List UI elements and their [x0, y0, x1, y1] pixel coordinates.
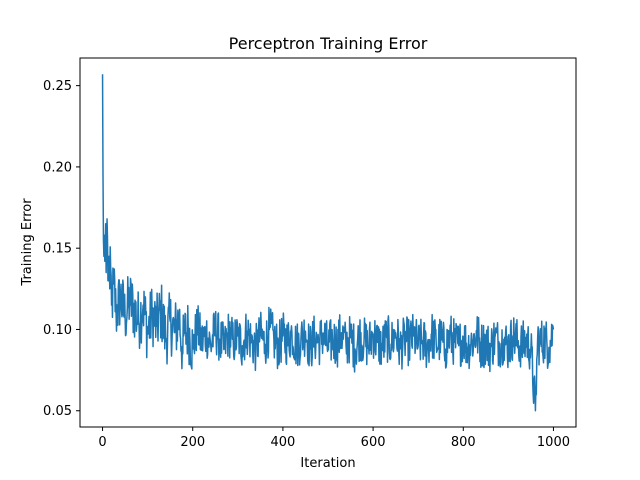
y-axis: 0.05 0.10 0.15 0.20 0.25: [43, 79, 80, 419]
x-tick-label: 0: [98, 435, 106, 450]
x-axis: 0 200 400 600 800 1000: [98, 427, 570, 450]
y-axis-label: Training Error: [20, 198, 35, 287]
y-tick-label: 0.15: [43, 242, 72, 257]
plot-frame: [79, 57, 577, 428]
x-axis-label: Iteration: [300, 456, 355, 471]
x-tick-label: 200: [180, 435, 205, 450]
x-tick-label: 1000: [537, 435, 570, 450]
chart-title: Perceptron Training Error: [229, 34, 428, 53]
plot-area: [101, 74, 555, 412]
x-tick-label: 400: [270, 435, 295, 450]
y-tick-label: 0.25: [43, 79, 72, 94]
y-tick-label: 0.10: [43, 323, 72, 338]
x-tick-label: 600: [361, 435, 386, 450]
series-line-training-error: [101, 74, 555, 412]
y-tick-label: 0.20: [43, 160, 72, 175]
x-tick-label: 800: [451, 435, 476, 450]
y-tick-label: 0.05: [43, 404, 72, 419]
